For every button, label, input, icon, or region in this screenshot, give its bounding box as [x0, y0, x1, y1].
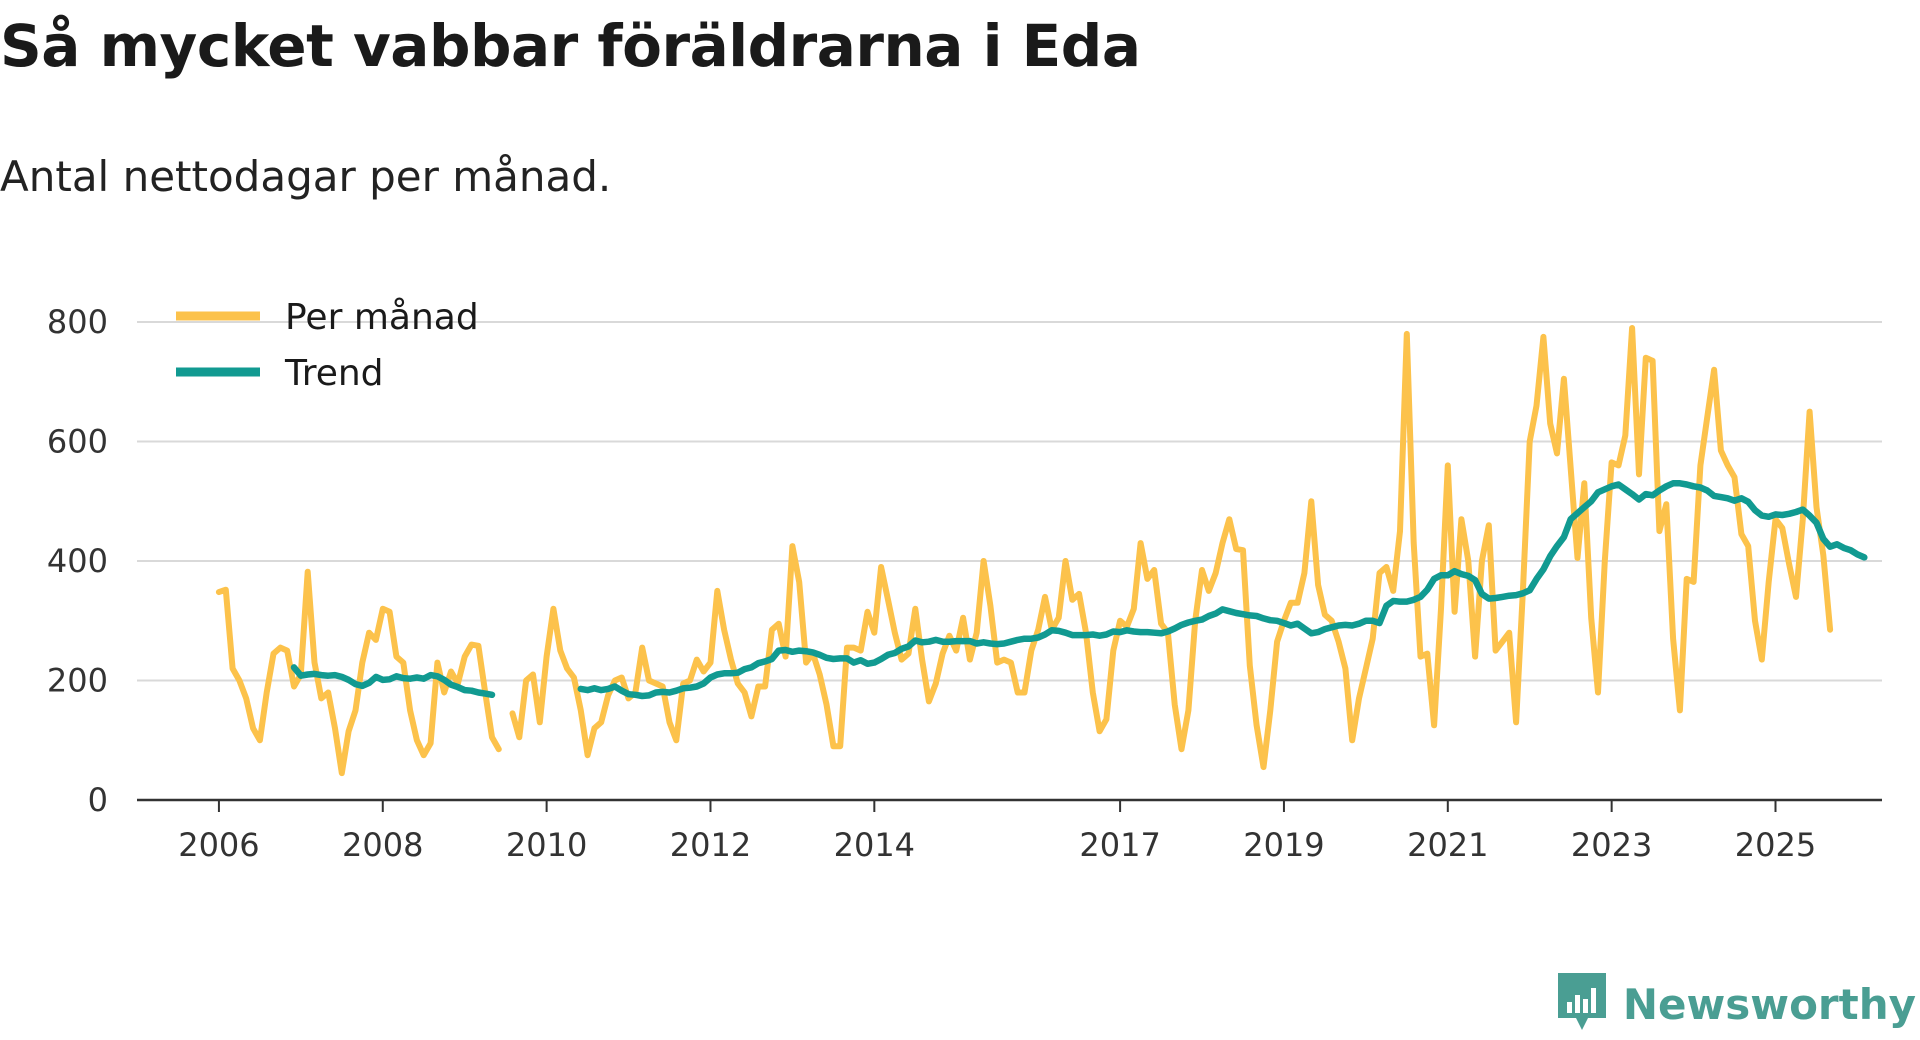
chart-subtitle: Antal nettodagar per månad. — [0, 152, 612, 201]
y-tick-label-400: 400 — [47, 542, 108, 580]
x-tick-label-2023: 2023 — [1571, 826, 1652, 864]
y-axis-tick-labels: 0 200 400 600 800 — [47, 303, 108, 819]
series-line-trend-segment-2 — [577, 480, 1868, 700]
series-line-per-manad-segment-1 — [215, 568, 502, 777]
brand-name: Newsworthy — [1622, 979, 1916, 1029]
legend-label-per-manad: Per månad — [285, 297, 479, 338]
x-tick-label-2010: 2010 — [506, 826, 587, 864]
y-tick-label-600: 600 — [47, 423, 108, 461]
series-line-per-manad-segment-2 — [509, 325, 1834, 771]
series-lines — [215, 325, 1868, 777]
bar-chart-logo-icon — [1555, 970, 1609, 1038]
legend-label-trend: Trend — [284, 353, 384, 394]
brand-logo: Newsworthy — [1555, 972, 1916, 1036]
y-tick-label-800: 800 — [47, 303, 108, 341]
chart-title: Så mycket vabbar föräldrarna i Eda — [0, 12, 1141, 80]
x-tick-label-2006: 2006 — [178, 826, 259, 864]
x-tick-label-2017: 2017 — [1079, 826, 1160, 864]
x-tick-label-2012: 2012 — [670, 826, 751, 864]
legend: Per månad Trend — [176, 297, 479, 394]
x-tick-label-2021: 2021 — [1407, 826, 1488, 864]
x-tick-label-2008: 2008 — [342, 826, 423, 864]
x-tick-label-2014: 2014 — [834, 826, 915, 864]
x-tick-label-2025: 2025 — [1735, 826, 1816, 864]
y-tick-label-200: 200 — [47, 662, 108, 700]
x-axis-tick-labels: 2006 2008 2010 2012 2014 2017 2019 2021 2023 2025 — [178, 800, 1816, 864]
series-line-trend-segment-1 — [290, 664, 496, 699]
x-tick-label-2019: 2019 — [1243, 826, 1324, 864]
y-tick-label-0: 0 — [88, 781, 108, 819]
gridlines — [137, 321, 1882, 682]
